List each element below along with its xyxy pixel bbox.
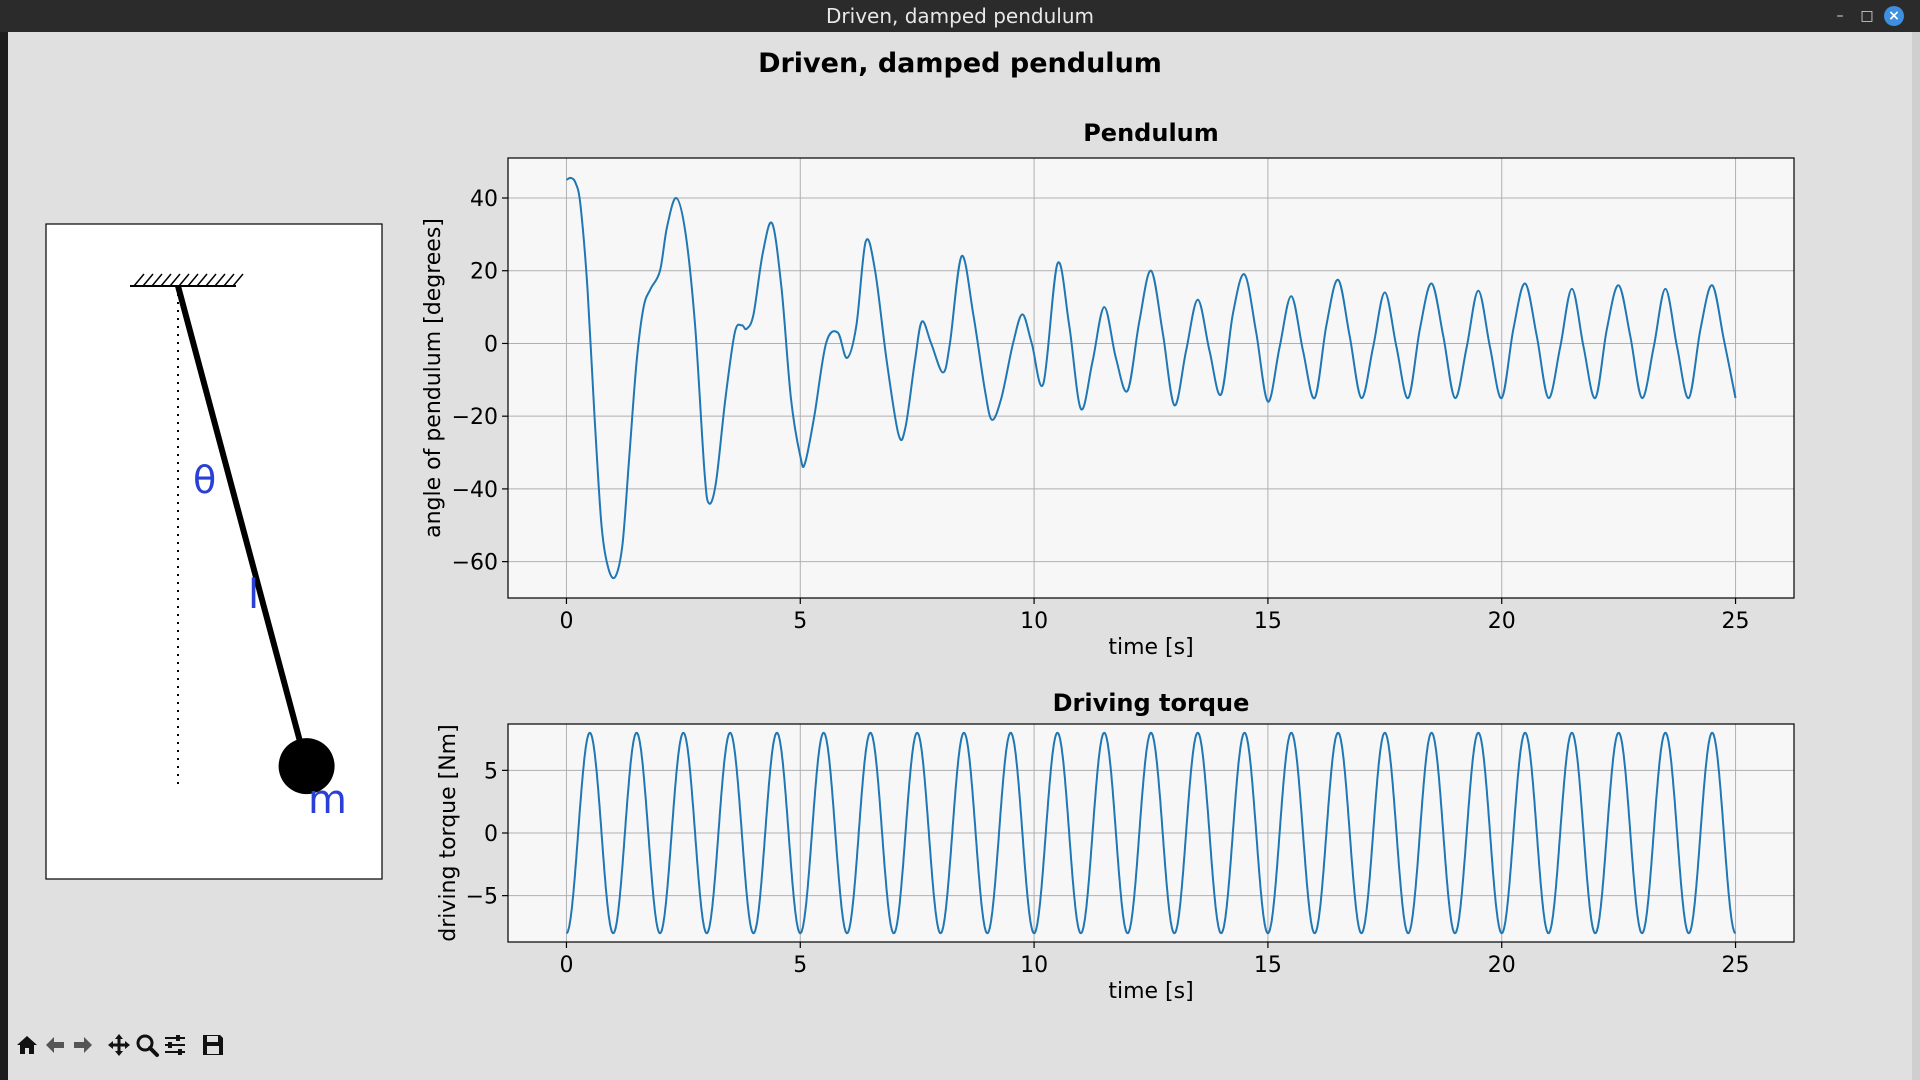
driving-torque-series-line [566, 731, 1736, 935]
y-tick-label: 20 [470, 260, 498, 285]
axes-background [508, 158, 1794, 598]
pendulum-angle-plot[interactable]: 0 5 10 15 20 25 40 20 0 −20 −40 −60 Pendulum time [s]… [421, 119, 1795, 660]
pendulum-bob [278, 738, 335, 795]
y-tick-label: 5 [484, 759, 498, 784]
y-axis-label: angle of pendulum [degrees] [421, 218, 446, 538]
x-tick-label: 5 [793, 953, 807, 978]
x-tick-label: 10 [1020, 609, 1048, 634]
zoom-icon[interactable] [134, 1032, 160, 1058]
x-tick-label: 20 [1488, 953, 1516, 978]
minimize-button[interactable]: – [1836, 8, 1844, 24]
home-icon[interactable] [14, 1032, 40, 1058]
pendulum-diagram: θ l m [45, 223, 383, 880]
x-tick-label: 25 [1722, 953, 1750, 978]
x-tick-label: 25 [1722, 609, 1750, 634]
ceiling-support [130, 273, 244, 287]
length-label: l [248, 572, 259, 618]
x-tick-label: 0 [559, 953, 573, 978]
pan-icon[interactable] [106, 1032, 132, 1058]
axes-title: Pendulum [1083, 119, 1219, 147]
navigation-toolbar [8, 1012, 1912, 1080]
y-tick-label: −60 [452, 551, 498, 576]
x-tick-label: 15 [1254, 953, 1282, 978]
y-tick-label: 0 [484, 332, 498, 357]
x-tick-label: 0 [559, 609, 573, 634]
axes-frame [507, 723, 1795, 943]
x-tick-label: 20 [1488, 609, 1516, 634]
pendulum-angle-series-line [566, 176, 1737, 580]
y-tick-label: −40 [452, 478, 498, 503]
maximize-button[interactable]: □ [1860, 8, 1874, 24]
y-axis-label: driving torque [Nm] [436, 724, 461, 941]
x-axis-label: time [s] [1108, 635, 1193, 660]
configure-subplots-icon[interactable] [162, 1032, 188, 1058]
figure-canvas[interactable]: Driven, damped pendulum θ l m 0 5 10 15 20 25… [8, 32, 1912, 1012]
theta-label: θ [193, 458, 216, 502]
driving-torque-plot[interactable]: 0 5 10 15 20 25 5 0 −5 Driving torque time [s] driv… [436, 689, 1795, 1004]
back-arrow-icon[interactable] [42, 1032, 68, 1058]
desktop-edge [0, 32, 8, 1080]
window-title: Driven, damped pendulum [826, 4, 1094, 28]
pendulum-rod [175, 285, 310, 767]
axes-title: Driving torque [1053, 689, 1250, 717]
figure-suptitle: Driven, damped pendulum [758, 48, 1162, 79]
y-tick-label: −20 [452, 405, 498, 430]
y-tick-label: −5 [466, 885, 498, 910]
axes-frame [507, 157, 1795, 599]
x-tick-label: 5 [793, 609, 807, 634]
y-tick-label: 0 [484, 822, 498, 847]
window-edge [1912, 32, 1920, 1080]
window-titlebar: Driven, damped pendulum – □ × [0, 0, 1920, 32]
y-tick-label: 40 [470, 187, 498, 212]
x-axis-label: time [s] [1108, 979, 1193, 1004]
mass-label: m [308, 777, 347, 823]
close-button[interactable]: × [1884, 6, 1904, 26]
x-tick-label: 15 [1254, 609, 1282, 634]
save-icon[interactable] [200, 1032, 226, 1058]
forward-arrow-icon[interactable] [70, 1032, 96, 1058]
x-tick-label: 10 [1020, 953, 1048, 978]
